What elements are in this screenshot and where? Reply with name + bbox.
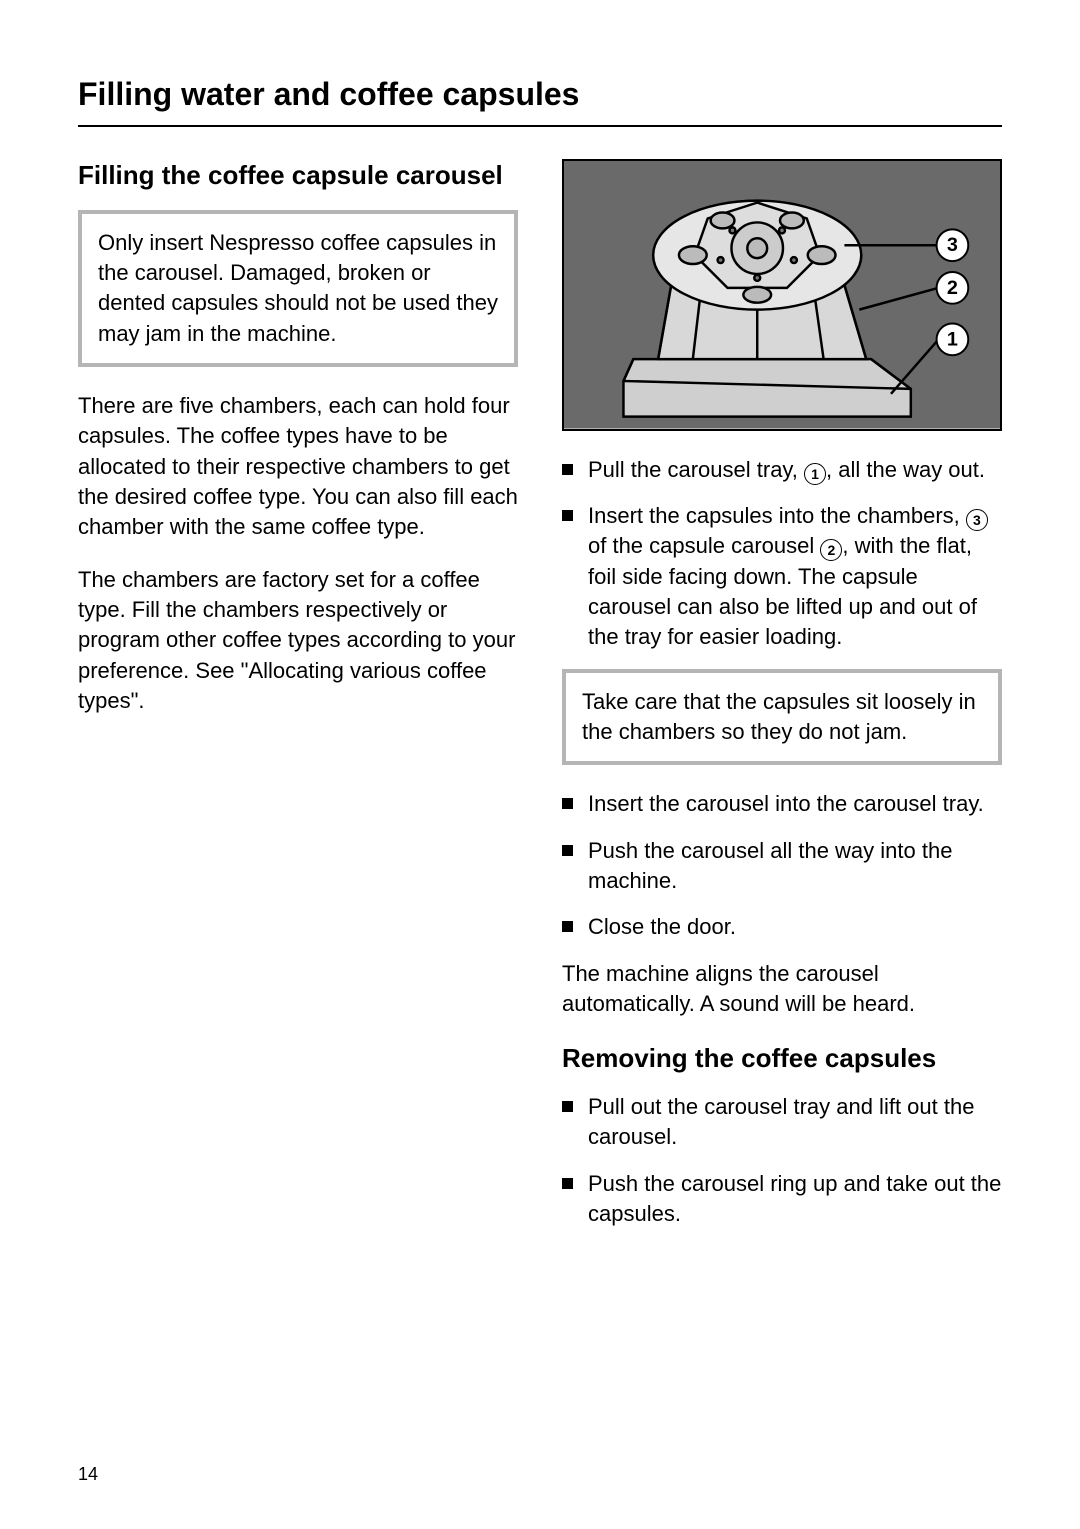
step-pull-tray: Pull the carousel tray, 1, all the way o…: [562, 455, 1002, 485]
subheading-removing: Removing the coffee capsules: [562, 1042, 1002, 1075]
subheading-filling: Filling the coffee capsule carousel: [78, 159, 518, 192]
carousel-diagram: 3 2 1: [562, 159, 1002, 431]
diagram-label-2: 2: [947, 277, 958, 299]
step-insert-carousel: Insert the carousel into the carousel tr…: [562, 789, 1002, 819]
para-factory-set: The chambers are factory set for a coffe…: [78, 565, 518, 717]
circled-2-icon: 2: [820, 539, 842, 561]
note-box-loose-fit: Take care that the capsules sit loosely …: [562, 669, 1002, 766]
left-column: Filling the coffee capsule carousel Only…: [78, 159, 518, 1246]
diagram-label-1: 1: [947, 328, 958, 350]
steps-list-1: Pull the carousel tray, 1, all the way o…: [562, 455, 1002, 653]
step-close-door: Close the door.: [562, 912, 1002, 942]
steps-list-2: Insert the carousel into the carousel tr…: [562, 789, 1002, 942]
note-box-capsule-warning: Only insert Nespresso coffee capsules in…: [78, 210, 518, 367]
step-insert-capsules: Insert the capsules into the chambers, 3…: [562, 501, 1002, 653]
step-pull-lift: Pull out the carousel tray and lift out …: [562, 1092, 1002, 1153]
circled-3-icon: 3: [966, 509, 988, 531]
page-title: Filling water and coffee capsules: [78, 76, 1002, 127]
steps-list-3: Pull out the carousel tray and lift out …: [562, 1092, 1002, 1229]
circled-1-icon: 1: [804, 463, 826, 485]
right-column: 3 2 1 Pull the carousel tray, 1, all the…: [562, 159, 1002, 1246]
page-number: 14: [78, 1464, 98, 1485]
step-push-carousel: Push the carousel all the way into the m…: [562, 836, 1002, 897]
step-push-ring: Push the carousel ring up and take out t…: [562, 1169, 1002, 1230]
diagram-label-3: 3: [947, 234, 958, 256]
content-columns: Filling the coffee capsule carousel Only…: [78, 159, 1002, 1246]
para-chambers: There are five chambers, each can hold f…: [78, 391, 518, 543]
para-auto-align: The machine aligns the carousel automati…: [562, 959, 1002, 1020]
